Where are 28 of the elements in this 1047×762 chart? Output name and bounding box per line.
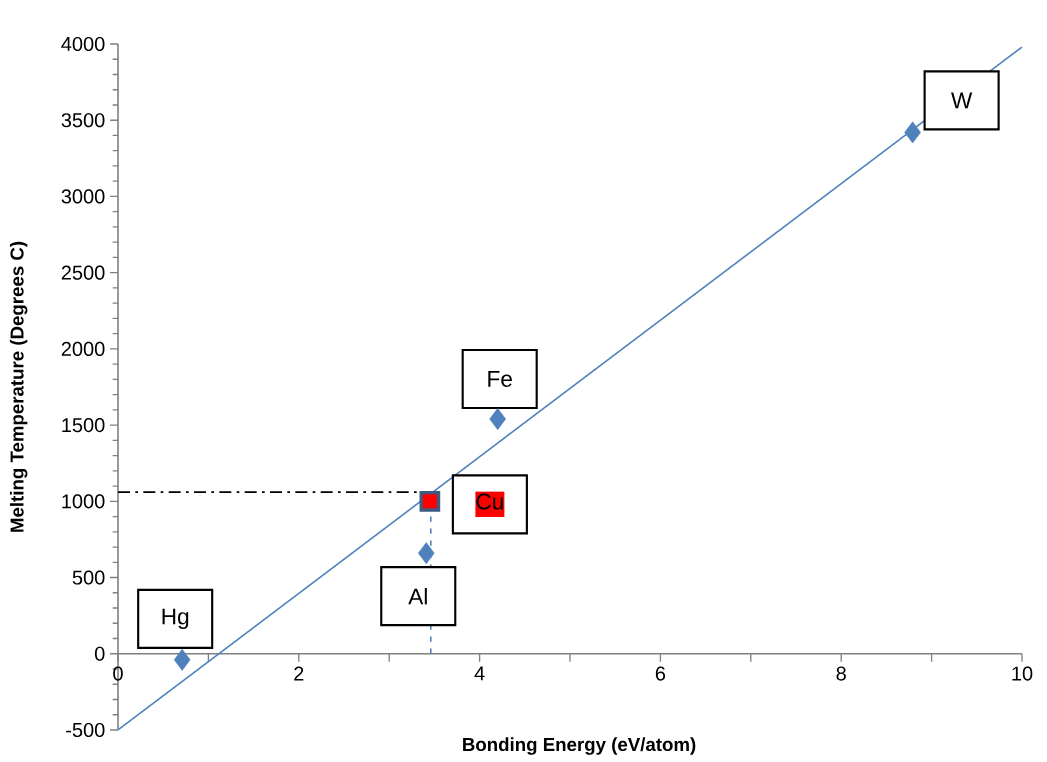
x-tick-label: 6 (655, 666, 666, 681)
y-tick-label: -500 (66, 722, 105, 738)
x-tick-label: 2 (294, 666, 304, 681)
point (419, 490, 441, 512)
y-tick-label: 2000 (61, 341, 105, 356)
x-tick-label: 0 (113, 666, 123, 681)
y-tick-label: 4000 (61, 36, 105, 52)
y-tick-label: 0 (94, 646, 105, 661)
annotation: W (951, 92, 973, 109)
y-tick-label: 1000 (62, 494, 105, 509)
y-tick-label: 1500 (62, 418, 105, 433)
x-tick-label: 10 (1012, 666, 1033, 681)
y-tick-label: 500 (72, 570, 105, 585)
y-tick-label: 3500 (61, 113, 105, 128)
x-tick-label: 8 (836, 666, 846, 681)
point (489, 408, 506, 430)
point (418, 542, 435, 565)
annotation: Fe (488, 371, 512, 387)
x-axis-title: Bonding Energy (eV/atom) (463, 737, 696, 755)
y-tick-label: 2500 (61, 265, 105, 280)
point (173, 648, 191, 671)
annotation: Al (408, 587, 427, 605)
annotation: Cu (476, 493, 503, 510)
annotation: Hg (162, 608, 189, 630)
point (904, 121, 921, 144)
y-tick-label: 3000 (61, 189, 105, 204)
y-axis-title: Melting Temperature (Degrees C) (9, 241, 28, 532)
x-tick-label: 4 (474, 666, 485, 681)
